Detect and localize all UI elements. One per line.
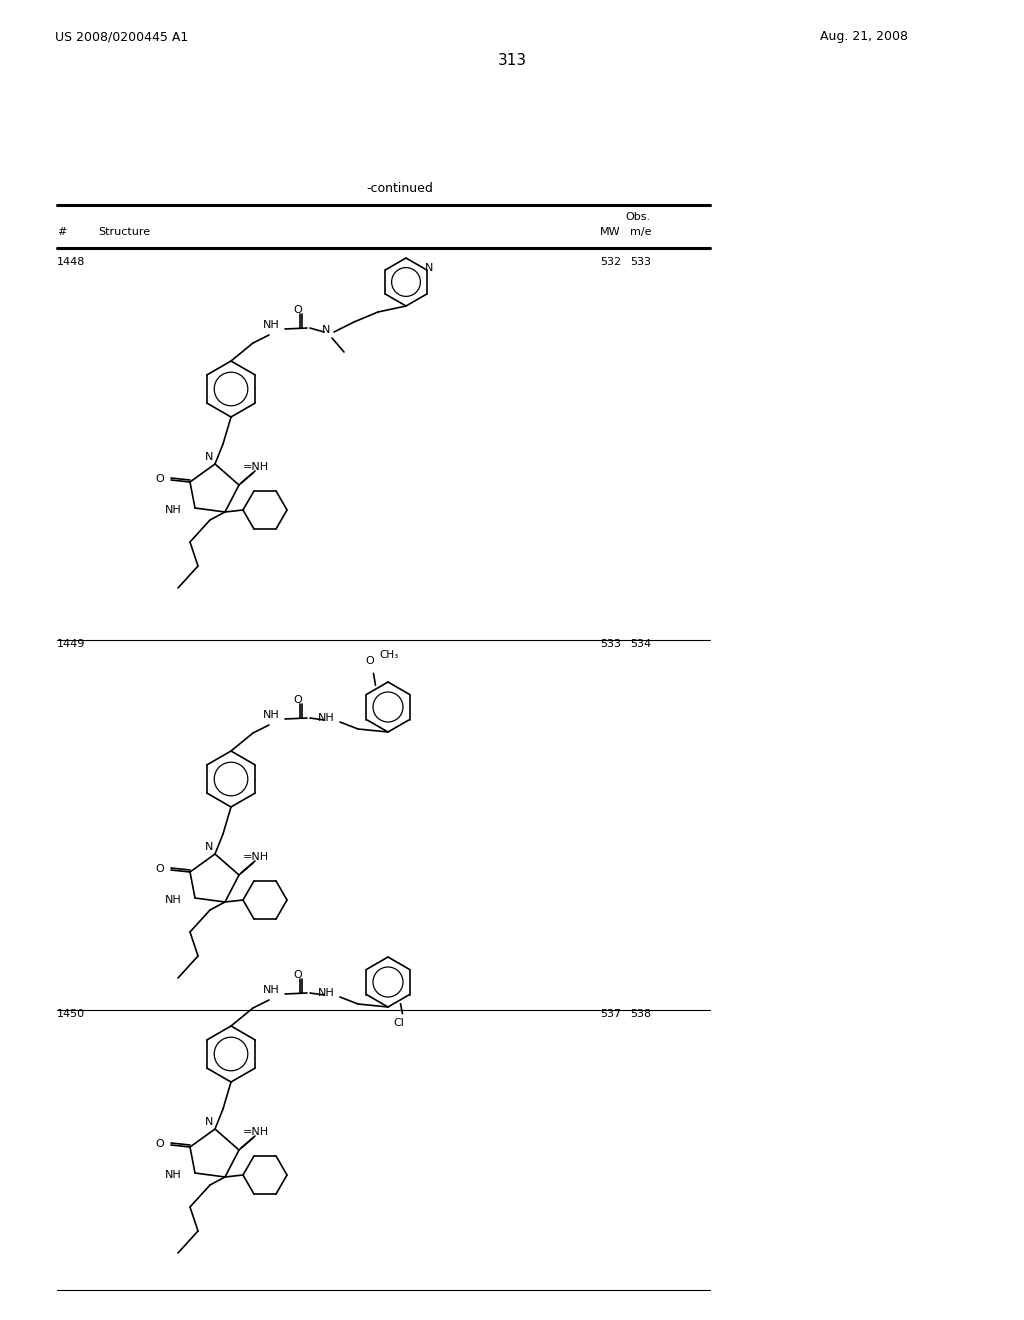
Text: NH: NH — [318, 987, 335, 998]
Text: 313: 313 — [498, 53, 526, 69]
Text: =NH: =NH — [243, 462, 269, 473]
Text: NH: NH — [263, 319, 280, 330]
Text: 1450: 1450 — [57, 1008, 85, 1019]
Text: NH: NH — [165, 1170, 181, 1180]
Text: 537: 537 — [600, 1008, 622, 1019]
Text: =NH: =NH — [243, 1127, 269, 1137]
Text: NH: NH — [165, 506, 181, 515]
Text: =NH: =NH — [243, 851, 269, 862]
Text: Obs.: Obs. — [625, 213, 650, 222]
Text: O: O — [156, 474, 165, 484]
Text: 533: 533 — [630, 257, 651, 267]
Text: O: O — [294, 305, 302, 315]
Text: O: O — [156, 865, 165, 874]
Text: -continued: -continued — [367, 182, 433, 195]
Text: N: N — [205, 1117, 213, 1127]
Text: O: O — [156, 1139, 165, 1148]
Text: N: N — [205, 451, 213, 462]
Text: NH: NH — [165, 895, 181, 906]
Text: #: # — [57, 227, 67, 238]
Text: 1448: 1448 — [57, 257, 85, 267]
Text: NH: NH — [263, 710, 280, 719]
Text: NH: NH — [318, 713, 335, 723]
Text: MW: MW — [600, 227, 621, 238]
Text: 538: 538 — [630, 1008, 651, 1019]
Text: O: O — [366, 656, 374, 667]
Text: O: O — [294, 970, 302, 979]
Text: N: N — [205, 842, 213, 851]
Text: 534: 534 — [630, 639, 651, 649]
Text: NH: NH — [263, 985, 280, 995]
Text: O: O — [294, 696, 302, 705]
Text: Aug. 21, 2008: Aug. 21, 2008 — [820, 30, 908, 44]
Text: 532: 532 — [600, 257, 622, 267]
Text: Cl: Cl — [393, 1018, 403, 1028]
Text: US 2008/0200445 A1: US 2008/0200445 A1 — [55, 30, 188, 44]
Text: N: N — [425, 263, 433, 273]
Text: CH₃: CH₃ — [380, 651, 398, 660]
Text: m/e: m/e — [630, 227, 651, 238]
Text: Structure: Structure — [98, 227, 151, 238]
Text: 533: 533 — [600, 639, 621, 649]
Text: N: N — [322, 325, 330, 335]
Text: 1449: 1449 — [57, 639, 85, 649]
